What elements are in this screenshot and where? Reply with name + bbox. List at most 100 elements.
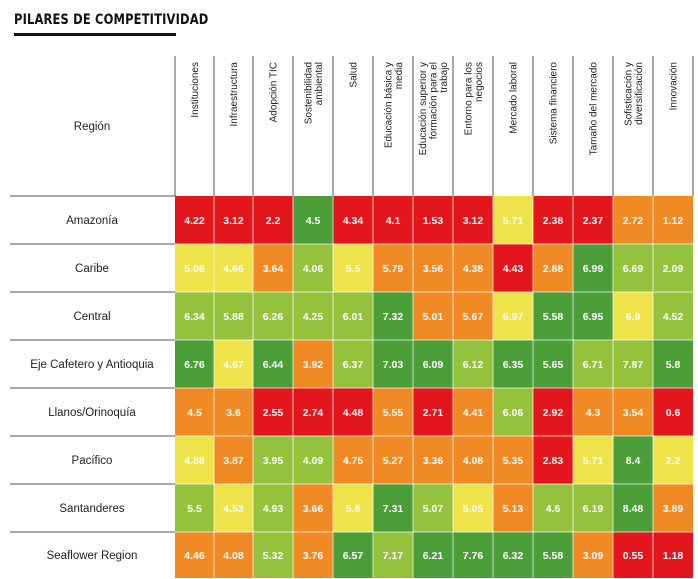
cell-value-label: 3.66 (303, 503, 324, 515)
heatmap-cell (453, 436, 493, 484)
heatmap-cell (493, 388, 533, 436)
cell-value-label: 5.5 (346, 263, 361, 275)
column-header-line: Educación básica y (383, 62, 394, 148)
row-label-seaflower-region: Seaflower Region (47, 550, 138, 562)
column-header-line: Instituciones (190, 62, 201, 118)
column-header-line: Sistema financiero (549, 62, 560, 145)
title-underline (14, 33, 176, 36)
heatmap-cell (653, 292, 693, 340)
heatmap-cell (573, 484, 613, 532)
cell-value-label: 5.8 (666, 359, 681, 371)
heatmap-cell (373, 484, 413, 532)
heatmap-cell (453, 196, 493, 244)
column-header-line: Infraestructura (229, 62, 240, 127)
heatmap-cell (175, 388, 214, 436)
cell-value-label: 4.08 (223, 550, 244, 562)
cell-value-label: 2.55 (263, 407, 284, 419)
row-header-label: Región (74, 121, 110, 133)
cell-value-label: 5.32 (263, 550, 284, 562)
column-header-line: Innovación (669, 62, 680, 110)
heatmap-cell (253, 532, 293, 578)
cell-value-label: 3.92 (303, 359, 324, 371)
column-header-line: formación para el (429, 62, 440, 139)
cell-value-label: 1.18 (663, 550, 684, 562)
cell-value-label: 5.8 (346, 503, 361, 515)
heatmap-cell (413, 340, 453, 388)
cell-value-label: 6.01 (343, 311, 364, 323)
cell-value-label: 4.09 (303, 455, 324, 467)
heatmap-cell (413, 292, 453, 340)
cell-value-label: 7.17 (383, 550, 404, 562)
heatmap-cell (533, 196, 573, 244)
cell-value-label: 4.3 (586, 407, 601, 419)
row-label-amazonia: Amazonía (66, 215, 118, 227)
cell-value-label: 4.22 (184, 215, 205, 227)
cell-value-label: 4.67 (223, 359, 244, 371)
column-header-sostenibilidad-ambiental: Sostenibilidad ambiental (303, 62, 325, 124)
heatmap-cell (613, 340, 653, 388)
heatmap-cell (533, 340, 573, 388)
heatmap-cell (653, 340, 693, 388)
heatmap-cell (613, 436, 653, 484)
heatmap-cell (293, 292, 333, 340)
heatmap-cell (613, 388, 653, 436)
cell-value-label: 5.5 (187, 503, 202, 515)
heatmap-cell (653, 244, 693, 292)
cell-value-label: 6.19 (583, 503, 604, 515)
cell-value-label: 3.89 (663, 503, 684, 515)
column-header-tamano-del-mercado: Tamaño del mercado (589, 62, 600, 156)
column-header-sistema-financiero: Sistema financiero (549, 62, 560, 145)
row-label-pacifico: Pacífico (72, 455, 113, 467)
cell-value-label: 6.35 (503, 359, 524, 371)
heatmap-cell (613, 532, 653, 578)
cell-value-label: 4.66 (223, 263, 244, 275)
heatmap-cell (453, 244, 493, 292)
cell-value-label: 4.25 (303, 311, 324, 323)
cell-value-label: 5.58 (543, 550, 564, 562)
cell-value-label: 4.46 (184, 550, 205, 562)
heatmap-cell (413, 388, 453, 436)
column-header-adopcion-tic: Adopción TIC (269, 62, 280, 122)
heatmap-cell (214, 436, 253, 484)
heatmap-cell (373, 436, 413, 484)
heatmap-cell (453, 340, 493, 388)
heatmap-cell (214, 340, 253, 388)
cell-value-label: 3.12 (223, 215, 244, 227)
cell-value-label: 7.76 (463, 550, 484, 562)
column-header-line: Sostenibilidad (303, 62, 314, 124)
cell-value-label: 7.32 (383, 311, 404, 323)
heatmap-cell (175, 196, 214, 244)
column-header-line: Sofisticación y (623, 62, 634, 126)
cell-value-label: 6.76 (184, 359, 205, 371)
heatmap-cell (253, 484, 293, 532)
heatmap-cell (493, 244, 533, 292)
row-label-eje-cafetero-y-antioquia: Eje Cafetero y Antioquia (30, 359, 154, 371)
cell-value-label: 4.93 (263, 503, 284, 515)
cell-value-label: 7.87 (623, 359, 644, 371)
heatmap-cell (573, 292, 613, 340)
heatmap-cell (493, 196, 533, 244)
cell-value-label: 5.13 (503, 503, 524, 515)
cell-value-label: 2.38 (543, 215, 564, 227)
heatmap-cell (413, 484, 453, 532)
column-header-line: Mercado laboral (509, 62, 520, 134)
heatmap-cell (373, 292, 413, 340)
cell-value-label: 4.06 (303, 263, 324, 275)
cell-value-label: 4.88 (184, 455, 205, 467)
cell-value-label: 7.31 (383, 503, 404, 515)
cell-value-label: 4.1 (386, 215, 401, 227)
heatmap-cell (533, 388, 573, 436)
heatmap-cell (175, 484, 214, 532)
cell-value-label: 4.53 (223, 503, 244, 515)
cell-value-label: 4.52 (663, 311, 684, 323)
cell-value-label: 3.12 (463, 215, 484, 227)
cell-value-label: 5.01 (423, 311, 444, 323)
cell-value-label: 4.08 (463, 455, 484, 467)
cell-value-label: 2.09 (663, 263, 684, 275)
column-header-line: Educación superior y (418, 62, 429, 155)
heatmap-cell (333, 340, 373, 388)
cell-value-label: 4.6 (546, 503, 561, 515)
cell-value-label: 3.95 (263, 455, 284, 467)
cell-value-label: 5.35 (503, 455, 524, 467)
